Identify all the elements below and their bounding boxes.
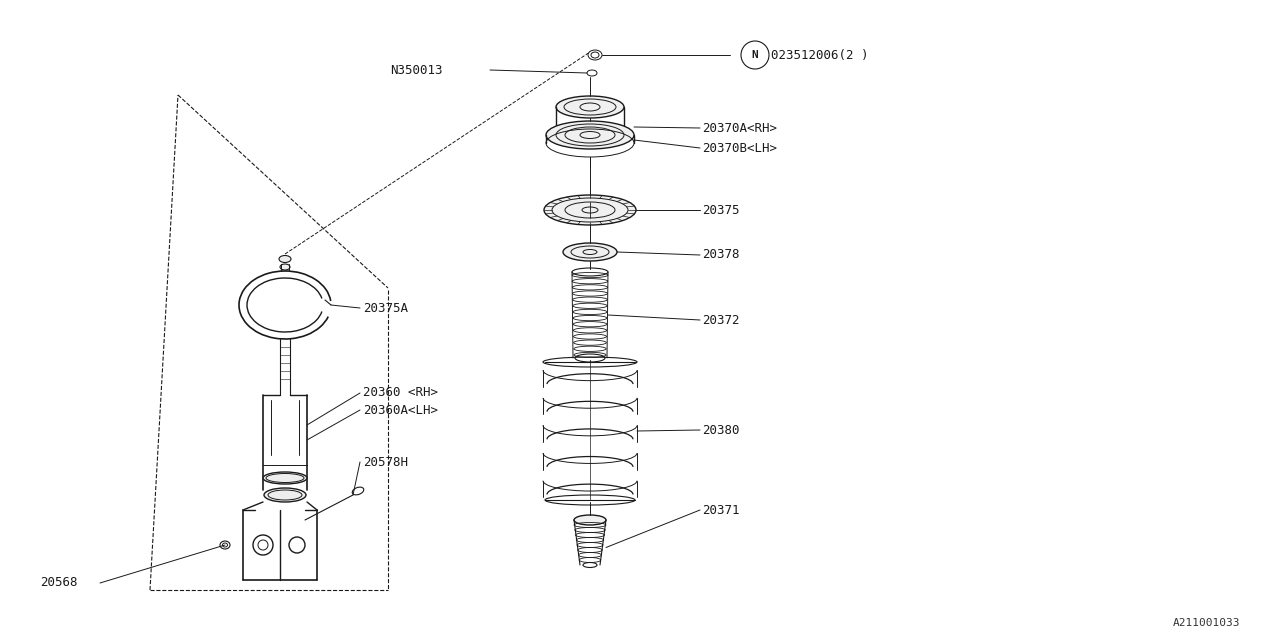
Text: 20371: 20371 bbox=[701, 504, 740, 516]
Text: A211001033: A211001033 bbox=[1172, 618, 1240, 628]
Text: 20360A<LH>: 20360A<LH> bbox=[364, 403, 438, 417]
Ellipse shape bbox=[280, 264, 291, 270]
Ellipse shape bbox=[547, 121, 634, 149]
Text: 20378: 20378 bbox=[701, 248, 740, 262]
Text: 20372: 20372 bbox=[701, 314, 740, 326]
Text: N350013: N350013 bbox=[390, 63, 443, 77]
Text: 20568: 20568 bbox=[40, 577, 78, 589]
Ellipse shape bbox=[264, 488, 306, 502]
Ellipse shape bbox=[563, 243, 617, 261]
Ellipse shape bbox=[573, 515, 605, 525]
Text: 023512006(2 ): 023512006(2 ) bbox=[771, 49, 869, 61]
Text: N: N bbox=[751, 50, 758, 60]
Text: 20380: 20380 bbox=[701, 424, 740, 436]
Text: 20360 <RH>: 20360 <RH> bbox=[364, 387, 438, 399]
Ellipse shape bbox=[279, 255, 291, 262]
Ellipse shape bbox=[544, 195, 636, 225]
Text: 20370A<RH>: 20370A<RH> bbox=[701, 122, 777, 134]
Text: 20375A: 20375A bbox=[364, 301, 408, 314]
Ellipse shape bbox=[262, 472, 307, 484]
Text: 20370B<LH>: 20370B<LH> bbox=[701, 141, 777, 154]
Text: 20578H: 20578H bbox=[364, 456, 408, 468]
Text: 20375: 20375 bbox=[701, 204, 740, 216]
Ellipse shape bbox=[556, 96, 625, 118]
